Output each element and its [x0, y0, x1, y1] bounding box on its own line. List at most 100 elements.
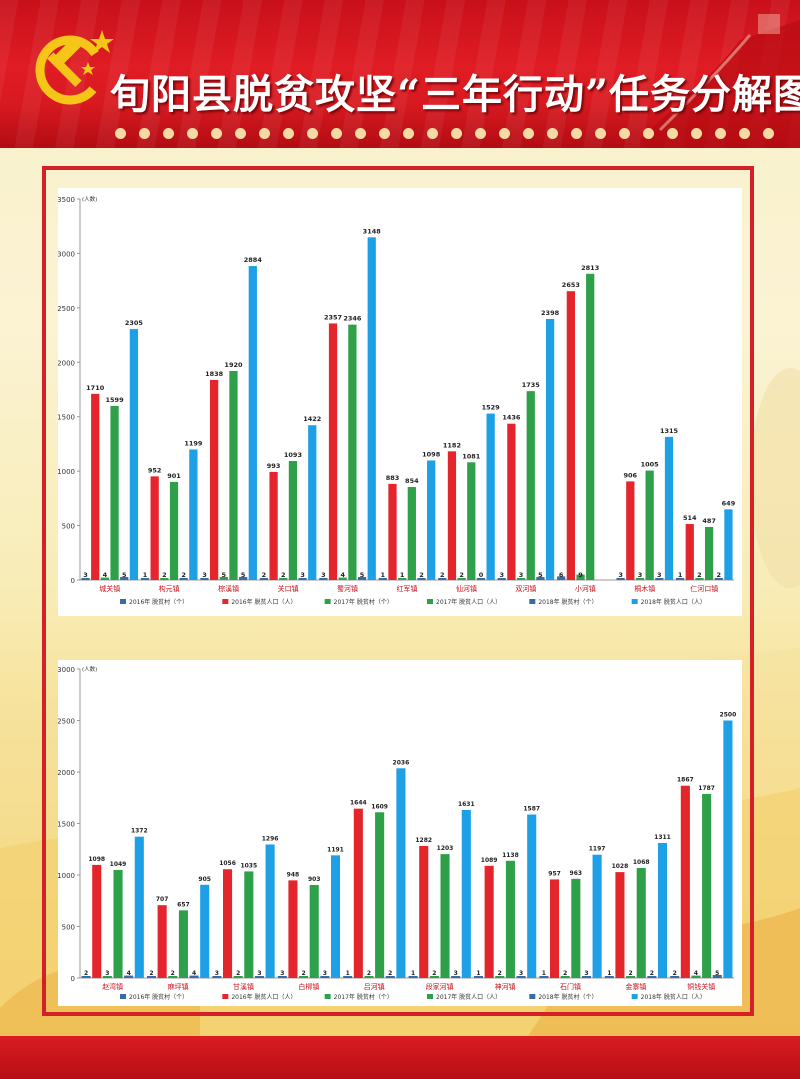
village-bar: [279, 578, 288, 580]
category-label: 桐木镇: [634, 584, 655, 593]
village-value-label: 2: [717, 571, 722, 579]
y-tick-label: 500: [62, 523, 75, 531]
legend-label: 2018年 脱贫村（个）: [538, 598, 597, 606]
population-bar: [407, 487, 416, 580]
population-bar: [615, 872, 625, 978]
population-bar: [626, 481, 635, 580]
legend-swatch: [427, 599, 433, 604]
village-value-label: 3: [499, 571, 504, 579]
y-tick-label: 500: [62, 924, 75, 932]
dot: [619, 128, 630, 139]
population-bar: [505, 860, 515, 978]
hammer-sickle-icon: [35, 30, 114, 105]
population-value-label: 1436: [502, 414, 521, 422]
population-bar: [388, 483, 397, 580]
category-label: 棕溪镇: [218, 584, 239, 593]
population-value-label: 948: [287, 871, 300, 878]
village-value-label: 2: [149, 970, 153, 977]
population-bar: [527, 814, 537, 978]
population-value-label: 1529: [482, 404, 501, 412]
village-bar: [539, 976, 549, 978]
population-bar: [348, 324, 357, 580]
village-value-label: 0: [479, 571, 484, 579]
category-label: 神河镇: [495, 982, 516, 991]
village-bar: [476, 578, 486, 580]
dot: [139, 128, 150, 139]
population-value-label: 1587: [523, 806, 540, 813]
village-bar: [451, 976, 461, 978]
category-label: 仁河口镇: [690, 584, 718, 593]
population-value-label: 2357: [324, 313, 342, 321]
village-value-label: 3: [215, 970, 219, 977]
population-bar: [288, 880, 298, 978]
legend-label: 2016年 脱贫村（个）: [129, 993, 188, 1001]
population-bar: [375, 812, 385, 978]
category-label: 吕河镇: [364, 982, 385, 991]
population-value-label: 1315: [660, 427, 679, 435]
population-value-label: 993: [267, 462, 281, 470]
population-bar: [178, 910, 188, 978]
village-bar: [319, 578, 328, 580]
y-tick-label: 2000: [58, 769, 75, 777]
category-label: 蜀河镇: [337, 584, 358, 593]
dot: [235, 128, 246, 139]
village-value-label: 3: [257, 970, 261, 977]
population-value-label: 2500: [720, 712, 737, 719]
village-bar: [320, 976, 330, 978]
category-label: 构元镇: [159, 584, 180, 593]
population-value-label: 2653: [562, 281, 580, 289]
dot: [475, 128, 486, 139]
village-bar: [259, 578, 269, 580]
population-value-label: 1422: [303, 415, 321, 423]
dot: [523, 128, 534, 139]
category-label: 红军镇: [397, 584, 418, 593]
village-bar: [560, 976, 570, 978]
population-value-label: 1028: [612, 863, 629, 870]
population-bar: [645, 470, 654, 580]
population-value-label: 3148: [363, 227, 382, 235]
y-tick-label: 2000: [58, 359, 75, 367]
dot: [427, 128, 438, 139]
population-value-label: 1005: [641, 461, 660, 469]
population-value-label: 2036: [393, 759, 410, 766]
population-bar: [209, 379, 219, 580]
village-value-label: 9: [578, 571, 583, 579]
village-bar: [338, 577, 347, 580]
legend-label: 2016年 脱贫人口（人）: [231, 598, 296, 606]
village-value-label: 3: [638, 571, 643, 579]
village-bar: [385, 976, 395, 978]
dot: [259, 128, 270, 139]
population-value-label: 901: [167, 472, 181, 480]
village-value-label: 3: [584, 970, 588, 977]
dot: [403, 128, 414, 139]
village-value-label: 3: [280, 970, 284, 977]
legend-label: 2018年 脱贫人口（人）: [641, 598, 706, 606]
village-value-label: 3: [657, 571, 662, 579]
population-value-label: 1098: [422, 450, 441, 458]
population-bar: [396, 768, 406, 978]
village-value-label: 5: [122, 571, 127, 579]
y-tick-label: 1500: [58, 821, 75, 829]
village-bar: [212, 976, 222, 978]
legend-swatch: [222, 599, 229, 604]
header-banner: 旬阳县脱贫攻坚“三年行动”任务分解图: [0, 0, 800, 148]
category-label: 铜钱关镇: [687, 982, 715, 991]
dot: [283, 128, 294, 139]
population-bar: [586, 273, 595, 580]
population-value-label: 906: [624, 471, 638, 479]
population-value-label: 1644: [350, 800, 367, 807]
population-bar: [113, 869, 123, 978]
village-bar: [343, 976, 353, 978]
village-bar: [655, 578, 664, 580]
village-value-label: 4: [340, 571, 345, 579]
population-value-label: 1035: [240, 862, 257, 869]
population-bar: [461, 810, 471, 978]
header-dot-row: [115, 128, 774, 139]
village-bar: [473, 976, 484, 978]
population-bar: [229, 370, 238, 580]
population-value-label: 957: [548, 870, 561, 877]
village-bar: [691, 975, 701, 978]
village-value-label: 3: [519, 571, 524, 579]
village-value-label: 3: [323, 970, 327, 977]
category-label: 石门镇: [560, 982, 581, 991]
